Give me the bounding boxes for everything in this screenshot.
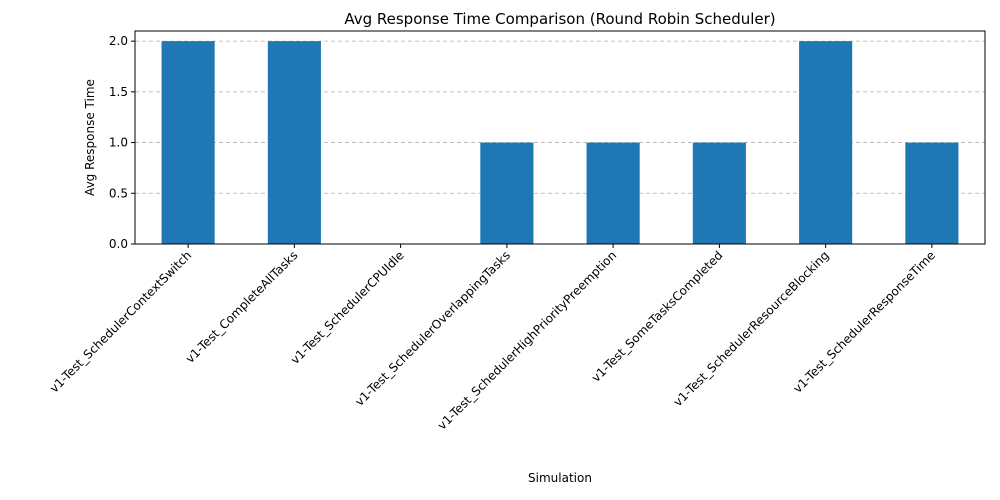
x-axis-label: Simulation [528, 471, 592, 485]
y-axis-label: Avg Response Time [83, 79, 97, 196]
y-axis-ticks: 0.0 0.5 1.0 1.5 2.0 [109, 34, 135, 251]
bars-layer [161, 41, 959, 245]
bar [480, 142, 534, 244]
y-tick-label: 0.0 [109, 237, 128, 251]
bar [905, 142, 959, 244]
chart-title: Avg Response Time Comparison (Round Robi… [344, 10, 775, 28]
y-tick-label: 2.0 [109, 34, 128, 48]
plot-frame [134, 30, 986, 245]
bar [692, 142, 746, 244]
x-tick-label: v1-Test_SchedulerCPUIdle [288, 248, 407, 367]
bar [161, 41, 215, 245]
x-tick-label: v1-Test_CompleteAllTasks [183, 248, 301, 366]
y-tick-label: 0.5 [109, 186, 128, 200]
bar [586, 142, 640, 244]
y-tick-label: 1.5 [109, 85, 128, 99]
x-tick-label: v1-Test_SchedulerContextSwitch [47, 248, 194, 395]
x-tick-label: v1-Test_SchedulerHighPriorityPreemption [435, 248, 619, 432]
grid-layer [135, 40, 985, 245]
bar [267, 41, 321, 245]
y-tick-label: 1.0 [109, 136, 128, 150]
x-axis-ticks: v1-Test_SchedulerContextSwitchv1-Test_Co… [47, 244, 938, 433]
bar [799, 41, 853, 245]
